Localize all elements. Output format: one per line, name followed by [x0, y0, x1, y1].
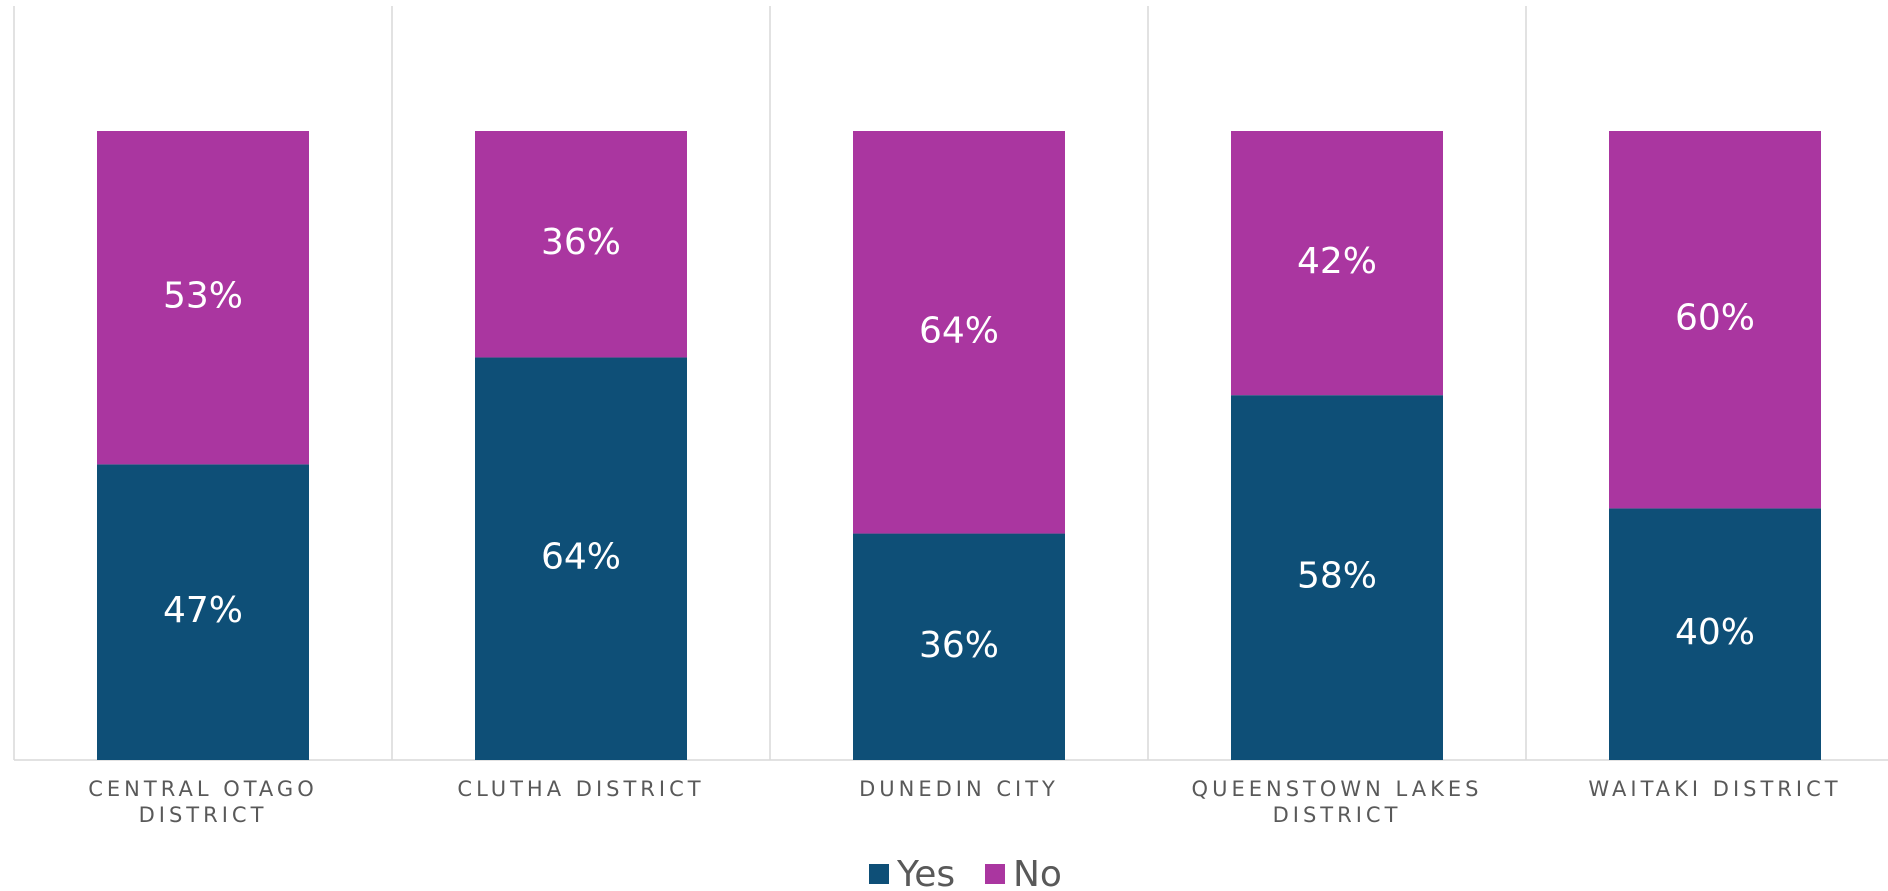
x-tick-label: QUEENSTOWN LAKES DISTRICT — [1191, 777, 1483, 827]
bar-segment — [1609, 131, 1821, 509]
legend-label: No — [1013, 854, 1062, 891]
x-tick-label: DUNEDIN CITY — [859, 777, 1059, 801]
legend-swatch — [869, 864, 889, 884]
value-label: 36% — [541, 222, 621, 263]
bar-segment — [853, 131, 1065, 534]
bar-segment — [97, 131, 309, 465]
value-label: 53% — [163, 276, 243, 317]
value-label: 40% — [1675, 612, 1755, 653]
bar-segment — [97, 464, 309, 760]
x-tick-label: CENTRAL OTAGO DISTRICT — [88, 777, 318, 827]
value-label: 60% — [1675, 298, 1755, 339]
bar-segment — [475, 357, 687, 760]
value-label: 42% — [1297, 241, 1377, 282]
value-label: 36% — [919, 625, 999, 666]
value-label: 58% — [1297, 556, 1377, 597]
legend-label: Yes — [896, 854, 955, 891]
bar-segment — [853, 533, 1065, 760]
bar-segment — [1231, 395, 1443, 760]
bar-segment — [1609, 508, 1821, 760]
bar-segment — [475, 131, 687, 358]
x-tick-label: WAITAKI DISTRICT — [1588, 777, 1842, 801]
value-label: 64% — [541, 537, 621, 578]
bar-segment — [1231, 131, 1443, 396]
x-tick-label: CLUTHA DISTRICT — [457, 777, 705, 801]
value-label: 64% — [919, 310, 999, 351]
value-label: 47% — [163, 590, 243, 631]
legend-swatch — [985, 864, 1005, 884]
